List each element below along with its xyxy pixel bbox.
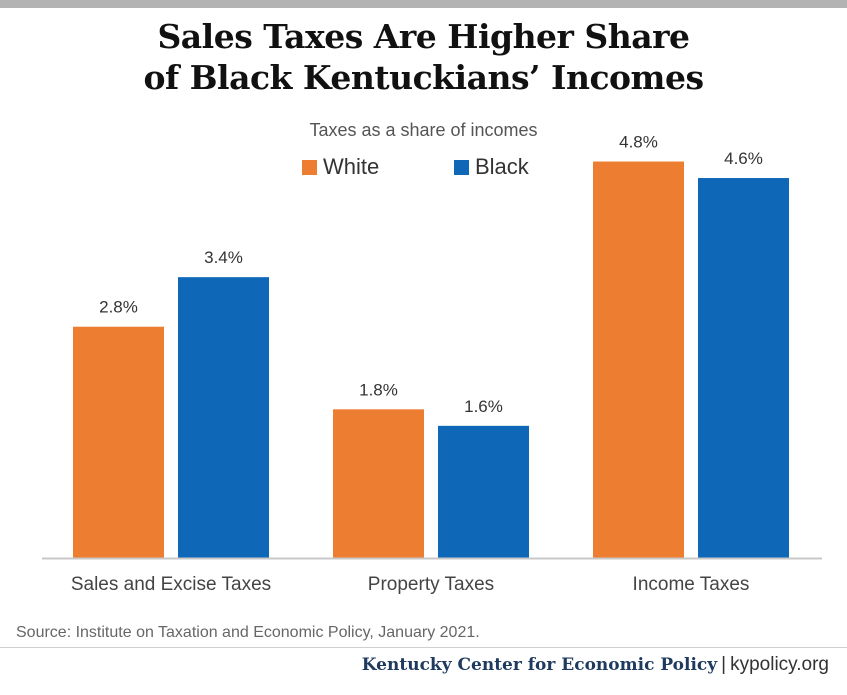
legend-item-black: Black: [454, 154, 529, 180]
data-label-white-0: 2.8%: [99, 298, 138, 317]
chart-title-line-1: Sales Taxes Are Higher Share: [157, 17, 690, 56]
top-accent-bar: [0, 0, 847, 8]
bar-white-2: [593, 161, 684, 558]
footer-separator: |: [721, 654, 727, 675]
legend-label-white: White: [323, 154, 380, 179]
footer: Kentucky Center for Economic Policy | kypo…: [362, 654, 829, 676]
bar-white-1: [333, 409, 424, 558]
x-tick-label-2: Income Taxes: [633, 574, 750, 595]
data-label-black-1: 1.6%: [464, 397, 503, 416]
chart-legend: White Black: [0, 154, 847, 184]
footer-url: kypolicy.org: [730, 654, 829, 675]
footer-divider: [0, 647, 847, 648]
x-tick-label-1: Property Taxes: [368, 574, 494, 595]
data-label-white-1: 1.8%: [359, 380, 398, 399]
legend-swatch-white: [302, 159, 317, 175]
bar-black-1: [438, 425, 529, 558]
chart-title: Sales Taxes Are Higher Share of Black Ke…: [0, 16, 847, 98]
footer-org-name: Kentucky Center for Economic Policy: [361, 655, 718, 675]
bar-black-2: [698, 178, 789, 559]
data-label-black-0: 3.4%: [204, 248, 243, 267]
bar-white-0: [73, 326, 164, 558]
source-note: Source: Institute on Taxation and Econom…: [16, 624, 480, 641]
bar-black-0: [178, 277, 269, 558]
chart-subtitle: Taxes as a share of incomes: [309, 120, 538, 140]
legend-label-black: Black: [475, 154, 529, 179]
legend-swatch-black: [454, 159, 469, 175]
chart-title-line-2: of Black Kentuckians’ Incomes: [143, 58, 704, 97]
data-label-white-2: 4.8%: [619, 133, 658, 152]
x-tick-label-0: Sales and Excise Taxes: [71, 574, 271, 595]
legend-item-white: White: [302, 154, 379, 180]
data-label-black-2: 4.6%: [724, 149, 763, 168]
